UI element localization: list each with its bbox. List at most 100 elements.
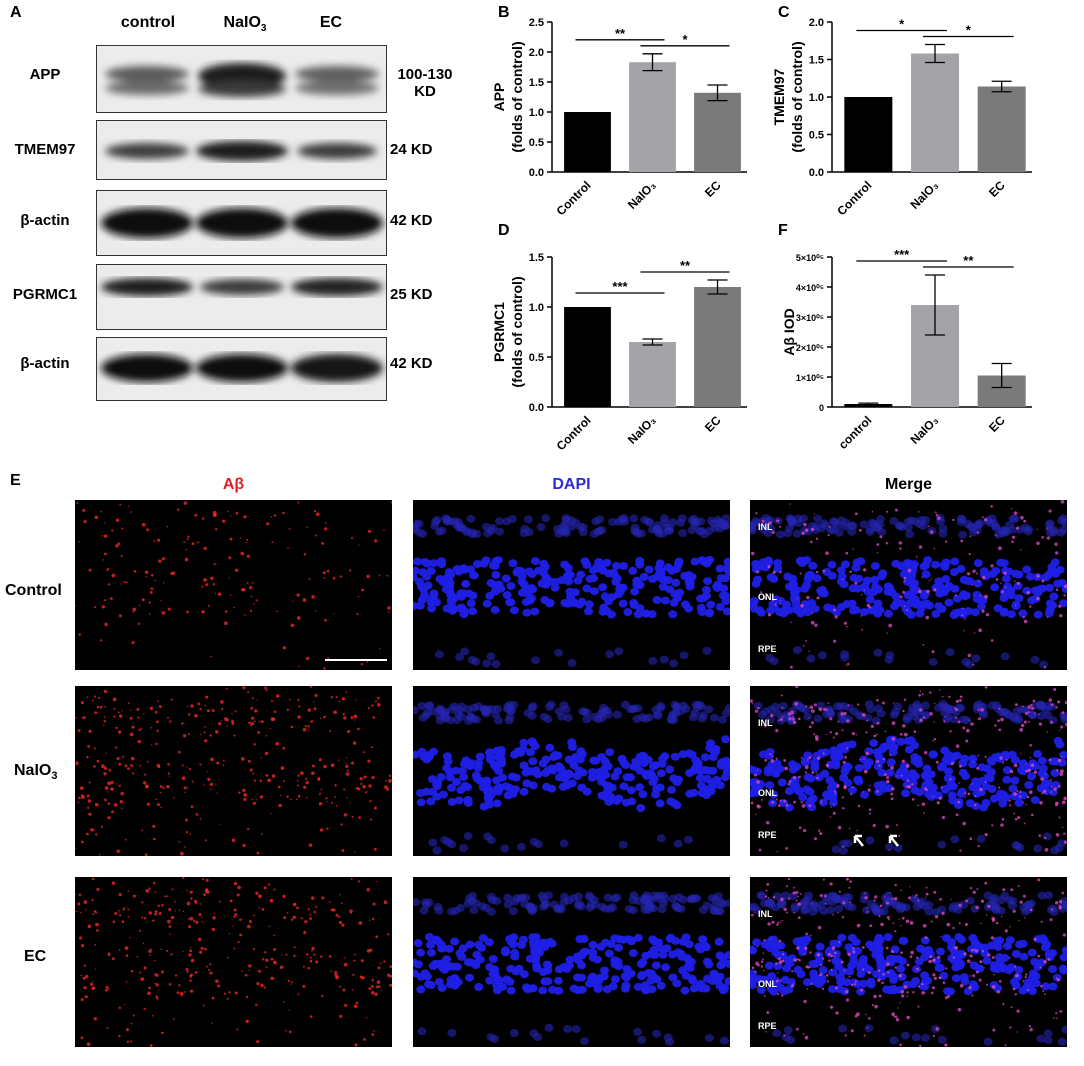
abeta-puncta: [260, 720, 264, 723]
nucleus: [600, 966, 609, 975]
abeta-puncta: [1049, 918, 1053, 922]
nucleus: [725, 899, 730, 908]
abeta-puncta: [213, 563, 216, 566]
abeta-puncta: [154, 579, 157, 582]
nucleus: [482, 659, 492, 668]
nucleus: [637, 713, 647, 722]
nucleus: [1011, 950, 1021, 958]
abeta-puncta: [341, 697, 346, 701]
abeta-puncta: [162, 582, 165, 584]
micrograph-naio3-dapi: [413, 686, 730, 856]
abeta-puncta: [118, 1034, 121, 1038]
abeta-puncta: [765, 820, 770, 825]
abeta-puncta: [968, 719, 971, 721]
abeta-puncta: [898, 834, 901, 837]
nucleus: [633, 610, 643, 619]
nucleus: [783, 529, 793, 538]
nucleus: [870, 576, 880, 584]
nucleus: [839, 702, 849, 710]
abeta-puncta: [188, 925, 192, 929]
nucleus: [1024, 900, 1034, 909]
nucleus: [926, 770, 936, 779]
abeta-puncta: [779, 799, 782, 802]
abeta-puncta: [313, 910, 317, 914]
abeta-puncta: [313, 953, 316, 956]
nucleus: [959, 973, 969, 982]
abeta-puncta: [1013, 580, 1016, 582]
nucleus: [716, 761, 726, 770]
nucleus: [606, 610, 616, 619]
nucleus: [413, 557, 422, 566]
abeta-puncta: [1050, 791, 1053, 793]
nucleus: [437, 983, 447, 992]
abeta-puncta: [803, 999, 807, 1004]
nucleus: [848, 951, 858, 960]
abeta-puncta: [203, 893, 206, 896]
abeta-puncta: [270, 516, 273, 518]
nucleus: [789, 594, 799, 603]
nucleus: [479, 559, 489, 568]
abeta-puncta: [186, 705, 189, 708]
abeta-puncta: [310, 771, 315, 776]
nucleus: [665, 1037, 674, 1046]
y-tick-label: 2.5: [529, 17, 544, 29]
abeta-puncta: [358, 880, 361, 883]
abeta-puncta: [985, 613, 990, 617]
abeta-puncta: [1030, 703, 1033, 707]
abeta-puncta: [281, 954, 283, 956]
abeta-puncta: [204, 739, 208, 743]
abeta-puncta: [203, 731, 206, 734]
abeta-puncta: [362, 784, 366, 789]
nucleus: [597, 902, 607, 911]
abeta-puncta: [290, 725, 294, 729]
abeta-puncta: [132, 722, 134, 724]
abeta-puncta: [1001, 915, 1003, 918]
abeta-puncta: [131, 641, 135, 645]
nucleus: [629, 599, 639, 607]
nucleus: [553, 976, 563, 985]
abeta-puncta: [810, 721, 815, 725]
y-axis-label-2: (folds of control): [509, 276, 525, 387]
abeta-puncta: [352, 973, 355, 976]
nucleus: [759, 750, 768, 759]
abeta-puncta: [137, 739, 141, 744]
nucleus: [895, 905, 905, 914]
abeta-puncta: [813, 513, 815, 515]
nucleus: [810, 761, 820, 770]
nucleus: [684, 940, 694, 949]
nucleus: [764, 556, 773, 565]
abeta-puncta: [1016, 1031, 1018, 1033]
significance-label: *: [682, 32, 688, 47]
abeta-puncta: [245, 541, 248, 544]
abeta-puncta: [863, 589, 865, 591]
nucleus: [792, 937, 802, 946]
nucleus: [655, 944, 665, 953]
y-tick-label: 4×10⁰⁵: [796, 283, 824, 293]
significance-label: *: [966, 23, 972, 38]
nucleus: [599, 972, 609, 981]
abeta-puncta: [787, 712, 792, 716]
abeta-puncta: [250, 595, 253, 598]
abeta-puncta: [228, 556, 232, 560]
nucleus: [877, 780, 887, 789]
nucleus: [508, 559, 518, 568]
abeta-puncta: [96, 887, 100, 891]
abeta-puncta: [132, 1014, 135, 1017]
nucleus: [647, 610, 657, 619]
abeta-puncta: [878, 994, 882, 998]
abeta-puncta: [115, 726, 118, 730]
nucleus: [1003, 582, 1012, 591]
nucleus: [436, 959, 446, 968]
abeta-puncta: [955, 813, 959, 817]
abeta-puncta: [783, 759, 786, 762]
abeta-puncta: [818, 707, 823, 712]
nucleus: [718, 715, 727, 724]
abeta-puncta: [370, 990, 375, 995]
abeta-puncta: [901, 994, 905, 998]
abeta-puncta: [313, 707, 317, 711]
abeta-puncta: [257, 731, 261, 734]
abeta-puncta: [1046, 536, 1050, 540]
abeta-puncta: [787, 897, 791, 900]
nucleus: [471, 771, 481, 780]
abeta-puncta: [287, 546, 289, 549]
